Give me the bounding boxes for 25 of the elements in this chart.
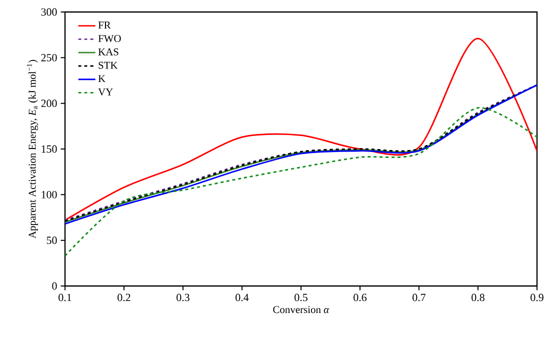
legend-label: K [98, 75, 106, 82]
legend-label: VY [98, 88, 113, 96]
x-tick-label: 0.6 [354, 294, 367, 302]
x-tick-label: 0.2 [118, 294, 130, 302]
legend-label: STK [98, 62, 118, 69]
x-axis-title: Conversion α [273, 306, 330, 314]
y-tick-label: 100 [42, 190, 57, 198]
y-tick-label: 50 [46, 236, 57, 244]
y-axis-title: Apparent Activation Energy, E$_{a}$ (kJ mol$^{−1}$) [26, 60, 38, 238]
x-tick-label: 0.5 [294, 294, 308, 302]
legend-label: FWO [98, 34, 121, 42]
x-tick-label: 0.9 [530, 294, 544, 302]
x-tick-label: 0.3 [176, 294, 190, 302]
x-tick-label: 0.1 [58, 294, 72, 302]
y-tick-label: 250 [41, 54, 57, 62]
y-tick-label: 150 [42, 145, 57, 153]
y-tick-label: 0 [52, 282, 57, 290]
y-tick-label: 300 [41, 8, 57, 16]
line-series [65, 107, 538, 257]
x-tick-label: 0.4 [236, 294, 249, 302]
legend-label: KAS [98, 48, 118, 56]
y-tick-label: 200 [41, 100, 57, 108]
legend-label: FR [98, 22, 111, 29]
x-tick-label: 0.7 [412, 294, 426, 302]
x-tick-label: 0.8 [472, 294, 484, 302]
